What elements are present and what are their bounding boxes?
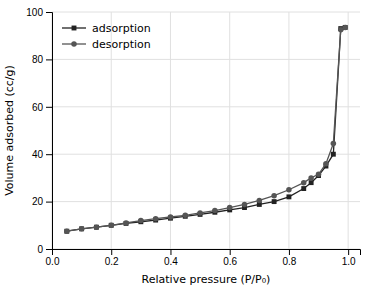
- y-tick-mark: [46, 202, 52, 203]
- x-tick-mark: [111, 249, 112, 255]
- x-axis-line: [53, 250, 361, 256]
- x-tick-mark: [289, 249, 290, 255]
- y-axis-title: Volume adsorbed (cc/g): [3, 65, 16, 196]
- series-point: [109, 223, 114, 228]
- series-point: [124, 221, 129, 226]
- y-tick-label: 100: [26, 7, 43, 18]
- y-grid-line: [52, 12, 360, 13]
- series-point: [309, 180, 314, 185]
- y-tick: 0: [37, 244, 52, 255]
- series-point: [271, 193, 277, 199]
- x-tick: 1.0: [342, 249, 356, 267]
- series-point: [123, 220, 129, 226]
- series-point: [331, 141, 337, 147]
- series-point: [108, 223, 114, 229]
- y-tick-mark: [46, 107, 52, 108]
- x-tick: 0.4: [164, 249, 178, 267]
- y-tick: 80: [32, 54, 52, 65]
- grid: [52, 12, 360, 249]
- series-point: [301, 180, 307, 186]
- series-adsorption: [64, 25, 347, 234]
- series-point: [286, 187, 292, 193]
- y-grid-line: [52, 106, 360, 107]
- series-point: [242, 202, 248, 208]
- series-point: [308, 175, 314, 181]
- plot: 0.0 0.2 0.4 0.6 0.8 1.0 0 20 40 60 80 100 adsorption…: [26, 7, 360, 267]
- y-tick-mark: [46, 249, 52, 250]
- y-tick-label: 60: [32, 102, 44, 113]
- x-axis: 0.0 0.2 0.4 0.6 0.8 1.0: [46, 249, 361, 267]
- x-tick-label: 0.6: [223, 256, 237, 267]
- legend-item: adsorption: [62, 22, 151, 35]
- x-tick: 0.6: [223, 249, 237, 267]
- series-desorption: [64, 25, 348, 234]
- y-tick-label: 0: [37, 244, 43, 255]
- series-point: [342, 25, 348, 31]
- y-tick-label: 20: [32, 196, 44, 207]
- x-tick: 0.2: [105, 249, 119, 267]
- series-point: [272, 199, 277, 204]
- y-grid-line: [52, 154, 360, 155]
- x-tick-mark: [348, 249, 349, 255]
- x-tick-label: 0.8: [282, 256, 296, 267]
- x-axis-title: Relative pressure (P/P₀): [142, 273, 271, 286]
- series-point: [323, 161, 329, 167]
- series-line: [67, 27, 345, 231]
- series-point: [168, 214, 174, 220]
- series-point: [331, 152, 336, 157]
- series-point: [343, 25, 348, 30]
- series-point: [94, 225, 99, 230]
- y-tick: 20: [32, 196, 52, 207]
- series-point: [286, 194, 291, 199]
- series-point: [64, 228, 70, 234]
- y-tick: 40: [32, 149, 52, 160]
- series-point: [79, 226, 85, 232]
- y-tick-mark: [46, 154, 52, 155]
- x-grid-line: [229, 12, 230, 249]
- y-axis-line: [46, 13, 53, 250]
- y-grid-line: [52, 59, 360, 60]
- x-tick-mark: [170, 249, 171, 255]
- series-point: [257, 198, 263, 204]
- legend: adsorption desorption: [62, 22, 151, 51]
- series-point: [94, 224, 100, 230]
- series-point: [197, 210, 203, 216]
- legend-label: desorption: [92, 38, 151, 51]
- x-grid-line: [288, 12, 289, 249]
- series-point: [64, 229, 69, 234]
- y-axis: 0 20 40 60 80 100: [26, 7, 52, 255]
- x-tick-label: 0.4: [164, 256, 178, 267]
- series-point: [183, 213, 189, 219]
- chart: 0.0 0.2 0.4 0.6 0.8 1.0 0 20 40 60 80 100 adsorption…: [0, 0, 374, 291]
- x-tick: 0.0: [46, 249, 60, 267]
- series-line: [67, 27, 345, 231]
- x-tick-label: 0.0: [46, 256, 60, 267]
- y-tick: 60: [32, 102, 52, 113]
- series-point: [212, 208, 218, 214]
- legend-label: adsorption: [92, 22, 151, 35]
- series-point: [316, 172, 322, 178]
- series-point: [301, 186, 306, 191]
- x-grid-line: [348, 12, 349, 249]
- series-point: [138, 218, 144, 224]
- series-point: [227, 205, 233, 211]
- x-tick-label: 0.2: [105, 256, 119, 267]
- y-tick-label: 40: [32, 149, 44, 160]
- x-tick: 0.8: [282, 249, 296, 267]
- legend-swatch-marker: [71, 41, 77, 47]
- x-grid-line: [170, 12, 171, 249]
- y-tick-mark: [46, 59, 52, 60]
- series-point: [79, 226, 84, 231]
- legend-swatch-marker: [72, 26, 77, 31]
- x-tick-mark: [230, 249, 231, 255]
- marks: [64, 25, 348, 234]
- y-tick-mark: [46, 12, 52, 13]
- y-tick-label: 80: [32, 54, 44, 65]
- y-grid-line: [52, 201, 360, 202]
- legend-item: desorption: [62, 38, 151, 51]
- series-point: [153, 216, 159, 222]
- y-tick: 100: [26, 7, 52, 18]
- x-tick-label: 1.0: [342, 256, 356, 267]
